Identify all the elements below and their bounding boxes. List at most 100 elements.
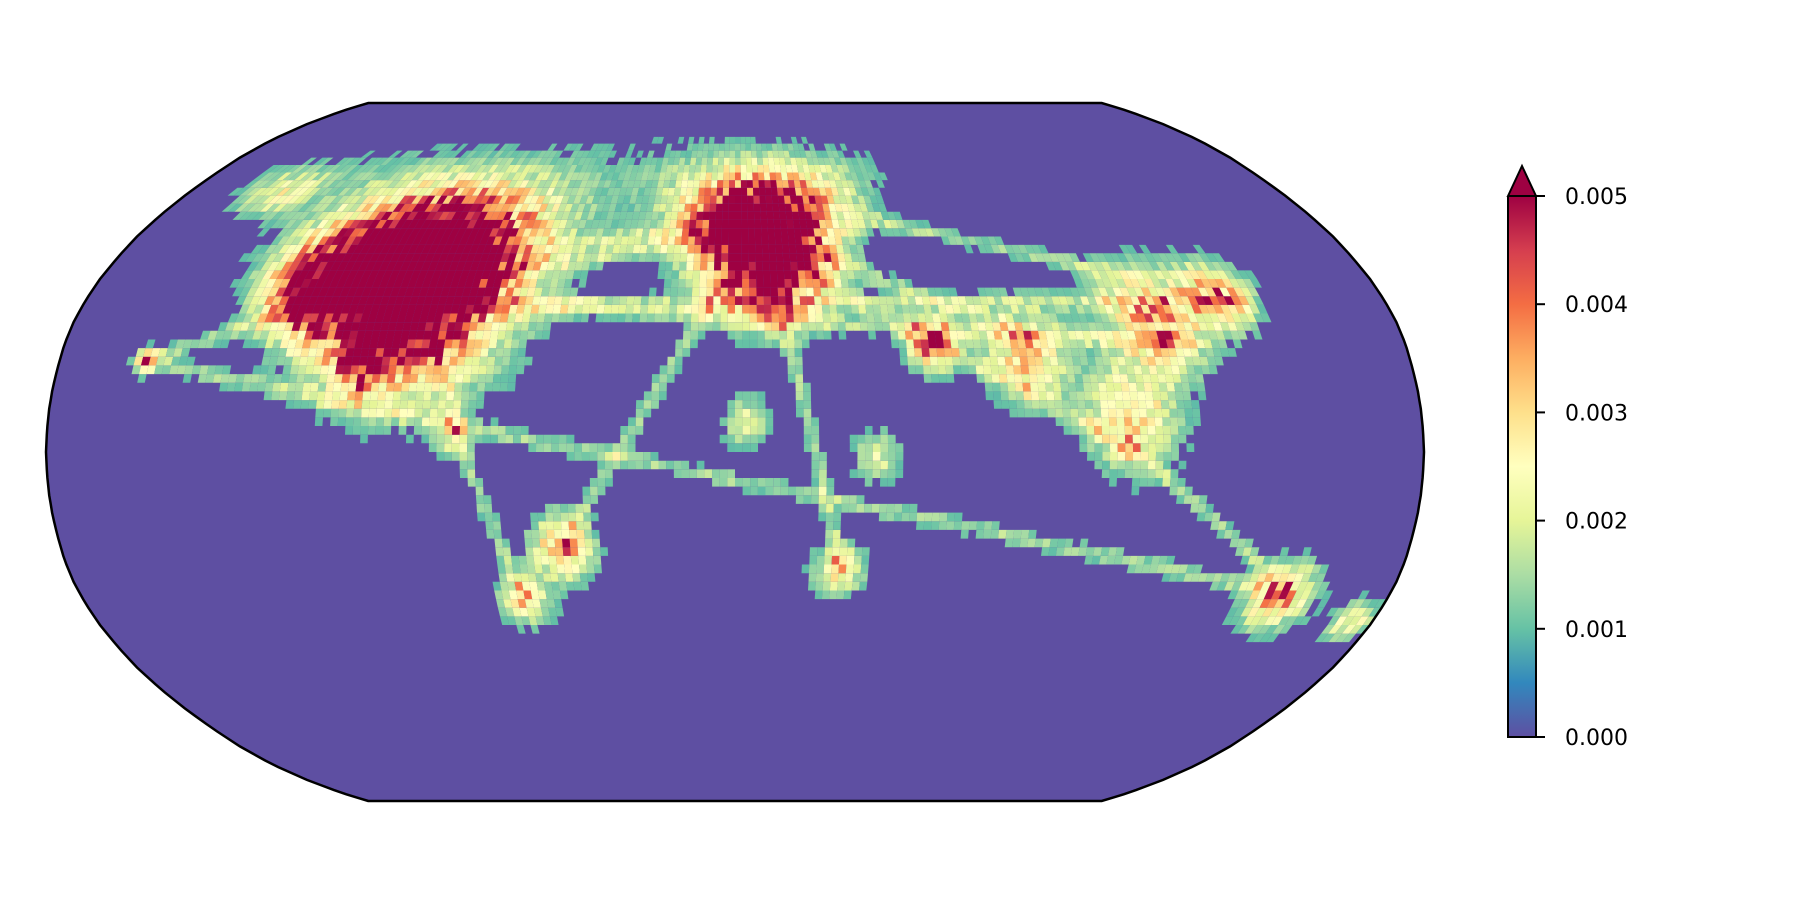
density-cell xyxy=(1112,374,1121,383)
density-cell xyxy=(1085,348,1095,357)
density-cell xyxy=(450,348,459,357)
density-cell xyxy=(617,313,626,323)
density-cell xyxy=(773,486,781,496)
density-cell xyxy=(368,287,379,297)
density-cell xyxy=(1210,339,1221,349)
density-cell xyxy=(290,365,299,375)
density-cell xyxy=(764,304,772,314)
density-cell xyxy=(1147,434,1156,444)
density-cell xyxy=(864,478,873,487)
density-cell xyxy=(844,581,853,591)
density-cell xyxy=(787,228,795,237)
density-cell xyxy=(222,365,232,375)
density-cell xyxy=(378,382,387,392)
density-cell xyxy=(256,296,268,305)
density-cell xyxy=(348,304,359,314)
density-cell xyxy=(137,374,147,383)
density-cell xyxy=(612,460,621,470)
density-cell xyxy=(1146,270,1159,279)
density-cell xyxy=(548,253,558,262)
density-cell xyxy=(1215,330,1226,340)
density-cell xyxy=(566,443,575,452)
density-cell xyxy=(512,287,522,297)
density-cell xyxy=(639,313,648,323)
density-cell xyxy=(306,322,317,331)
density-cell xyxy=(175,339,186,349)
density-cell xyxy=(558,270,568,279)
density-cell xyxy=(735,270,743,279)
density-cell xyxy=(860,270,870,279)
density-cell xyxy=(642,228,650,237)
density-cell xyxy=(476,503,485,513)
density-cell xyxy=(682,339,691,349)
density-cell xyxy=(529,228,539,237)
density-cell xyxy=(821,590,830,600)
density-cell xyxy=(581,452,590,461)
density-cell xyxy=(308,313,320,323)
density-cell xyxy=(407,400,416,409)
density-cell xyxy=(1296,564,1307,574)
density-cell xyxy=(403,253,415,262)
density-cell xyxy=(355,253,367,262)
density-cell xyxy=(517,195,528,204)
density-cell xyxy=(1125,270,1138,279)
density-cell xyxy=(1161,573,1171,582)
density-cell xyxy=(735,150,741,158)
density-cell xyxy=(769,270,778,279)
density-cell xyxy=(755,244,763,254)
density-cell xyxy=(412,348,422,357)
density-cell xyxy=(348,219,362,229)
density-cell xyxy=(968,521,978,530)
density-cell xyxy=(407,165,420,173)
density-cell xyxy=(503,339,513,349)
density-cell xyxy=(698,296,707,305)
density-cell xyxy=(1102,434,1110,444)
density-cell xyxy=(1132,426,1141,435)
density-cell xyxy=(386,157,400,165)
density-cell xyxy=(267,180,283,188)
density-cell xyxy=(810,261,819,271)
density-cell xyxy=(329,296,340,305)
density-cell xyxy=(699,270,708,279)
density-cell xyxy=(850,304,859,314)
density-cell xyxy=(1279,547,1290,556)
density-cell xyxy=(1108,296,1119,305)
density-cell xyxy=(1102,452,1111,461)
density-cell xyxy=(1167,391,1176,401)
density-cell xyxy=(1176,495,1185,504)
density-cell xyxy=(818,270,827,279)
density-cell xyxy=(1138,400,1147,409)
density-cell xyxy=(659,391,667,401)
density-cell xyxy=(796,486,804,496)
density-cell xyxy=(681,228,690,237)
density-cell xyxy=(1177,486,1186,496)
density-cell xyxy=(603,150,612,158)
density-cell xyxy=(337,261,349,271)
density-cell xyxy=(532,296,541,305)
density-cell xyxy=(770,279,778,288)
density-cell xyxy=(564,564,573,574)
density-cell xyxy=(401,165,415,173)
density-cell xyxy=(847,165,856,173)
density-cell xyxy=(517,296,527,305)
density-cell xyxy=(319,244,332,254)
density-cell xyxy=(455,244,466,254)
density-cell xyxy=(895,452,904,461)
density-cell xyxy=(496,555,505,565)
density-cell xyxy=(597,469,606,478)
density-cell xyxy=(294,313,305,323)
density-cell xyxy=(1333,607,1346,617)
density-cell xyxy=(544,244,554,254)
density-cell xyxy=(620,203,630,212)
density-cell xyxy=(1053,391,1062,401)
density-cell xyxy=(316,219,330,229)
density-cell xyxy=(837,313,846,323)
density-cell xyxy=(585,547,594,556)
density-cell xyxy=(342,195,356,204)
density-cell xyxy=(767,219,775,229)
density-cell xyxy=(668,313,677,323)
density-cell xyxy=(314,253,326,262)
density-cell xyxy=(1279,625,1293,634)
density-cell xyxy=(832,172,841,181)
density-cell xyxy=(1054,400,1063,409)
